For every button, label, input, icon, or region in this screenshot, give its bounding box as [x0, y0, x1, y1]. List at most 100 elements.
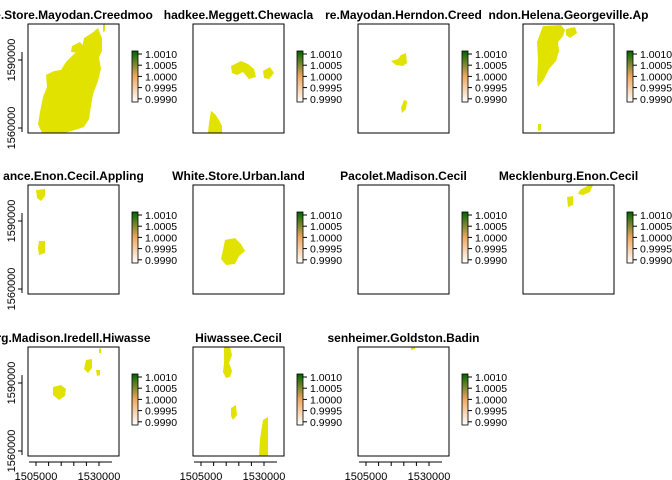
- legend-label: 1.0000: [640, 232, 672, 244]
- legend-label: 0.9995: [640, 244, 672, 256]
- legend-label: 0.9995: [145, 406, 177, 418]
- soil-regions: [223, 347, 268, 456]
- soil-region: [231, 61, 256, 79]
- legend-label: 1.0000: [475, 232, 507, 244]
- legend-label: 1.0005: [475, 60, 507, 72]
- x-tick-label: 1530000: [78, 471, 121, 480]
- legend-label: 1.0005: [475, 221, 507, 233]
- panel-title: Mecklenburg.Enon.Cecil: [499, 169, 638, 183]
- panel-title: White.Store.Urban.land: [172, 169, 305, 183]
- soil-region: [103, 24, 105, 32]
- panel-frame: [192, 23, 285, 134]
- soil-region: [538, 124, 541, 131]
- panel-frame: [357, 346, 450, 457]
- y-tick-label: 1590000: [6, 39, 18, 82]
- soil-region: [71, 42, 85, 53]
- soil-region: [36, 189, 45, 201]
- legend-label: 1.0005: [145, 383, 177, 395]
- legend-label: 1.0010: [145, 49, 177, 61]
- legend-label: 1.0010: [640, 210, 672, 222]
- panel-title: ndon.Helena.Georgeville.Ap: [488, 8, 648, 22]
- legend-label: 1.0005: [310, 383, 342, 395]
- panel-title: ance.Enon.Cecil.Appling: [3, 169, 144, 183]
- x-tick-label: 1505000: [345, 471, 388, 480]
- soil-region: [578, 185, 593, 195]
- soil-regions: [537, 25, 577, 131]
- legend-label: 0.9995: [145, 244, 177, 256]
- soil-region: [411, 347, 415, 350]
- panel-frame: [357, 184, 450, 295]
- legend-label: 0.9995: [475, 406, 507, 418]
- legend-label: 1.0005: [145, 221, 177, 233]
- y-tick-label: 1590000: [6, 200, 18, 243]
- soil-region: [567, 196, 573, 207]
- x-tick-label: 1530000: [408, 471, 451, 480]
- soil-region: [263, 67, 274, 79]
- legend-colorbar: [296, 211, 304, 264]
- legend-label: 1.0010: [475, 49, 507, 61]
- legend-colorbar: [626, 211, 634, 264]
- legend-label: 0.9990: [310, 255, 342, 267]
- legend-label: 1.0010: [145, 210, 177, 222]
- panel-title: rg.Madison.Iredell.Hiwasse: [0, 331, 151, 345]
- legend-colorbar: [626, 50, 634, 103]
- legend-colorbar: [461, 211, 469, 264]
- legend-label: 0.9990: [475, 94, 507, 106]
- soil-regions: [391, 53, 407, 113]
- soil-region: [221, 238, 245, 265]
- legend-label: 0.9990: [310, 94, 342, 106]
- panel-title: hadkee.Meggett.Chewacla: [164, 8, 314, 22]
- soil-regions: [411, 347, 415, 350]
- legend-label: 1.0000: [310, 394, 342, 406]
- legend-label: 1.0000: [640, 71, 672, 83]
- legend-colorbar: [296, 373, 304, 426]
- panel-frame: [522, 184, 615, 295]
- y-tick-label: 1560000: [6, 268, 18, 311]
- soil-regions: [208, 61, 274, 133]
- panel-frame: [522, 23, 615, 134]
- legend-label: 0.9990: [640, 94, 672, 106]
- soil-region: [537, 25, 565, 87]
- legend-label: 1.0010: [310, 49, 342, 61]
- panel-frame: [27, 23, 120, 134]
- legend-label: 0.9990: [640, 255, 672, 267]
- legend-label: 0.9995: [640, 83, 672, 95]
- legend-label: 1.0005: [475, 383, 507, 395]
- legend-label: 0.9995: [475, 83, 507, 95]
- legend-label: 1.0000: [310, 71, 342, 83]
- legend-colorbar: [461, 373, 469, 426]
- soil-region: [84, 359, 92, 373]
- y-tick-label: 1590000: [6, 362, 18, 405]
- legend-label: 0.9990: [475, 417, 507, 429]
- x-tick-label: 1505000: [15, 471, 58, 480]
- y-tick-label: 1560000: [6, 430, 18, 473]
- legend-colorbar: [131, 211, 139, 264]
- legend-label: 0.9990: [145, 255, 177, 267]
- legend-colorbar: [131, 50, 139, 103]
- legend-label: 1.0000: [475, 71, 507, 83]
- panel-title: Hiwassee.Cecil: [195, 331, 282, 345]
- soil-regions: [38, 24, 105, 133]
- legend-label: 1.0000: [145, 394, 177, 406]
- legend-label: 1.0010: [310, 210, 342, 222]
- soil-region: [259, 417, 268, 456]
- soil-regions: [221, 238, 245, 265]
- legend-label: 1.0005: [145, 60, 177, 72]
- legend-label: 0.9995: [310, 244, 342, 256]
- legend-label: 0.9995: [310, 406, 342, 418]
- legend-label: 1.0005: [640, 221, 672, 233]
- soil-region: [223, 347, 232, 378]
- panel-frame: [27, 184, 120, 295]
- legend-label: 0.9990: [310, 417, 342, 429]
- legend-label: 1.0000: [145, 232, 177, 244]
- soil-region: [99, 348, 101, 353]
- legend-label: 1.0010: [640, 49, 672, 61]
- soil-regions: [53, 348, 101, 400]
- legend-label: 1.0000: [310, 232, 342, 244]
- legend-label: 0.9995: [475, 244, 507, 256]
- panel-title: e.Store.Mayodan.Creedmoo: [0, 8, 153, 22]
- soil-region: [38, 28, 102, 133]
- panel-frame: [192, 184, 285, 295]
- legend-label: 1.0010: [475, 210, 507, 222]
- soil-region: [391, 53, 407, 66]
